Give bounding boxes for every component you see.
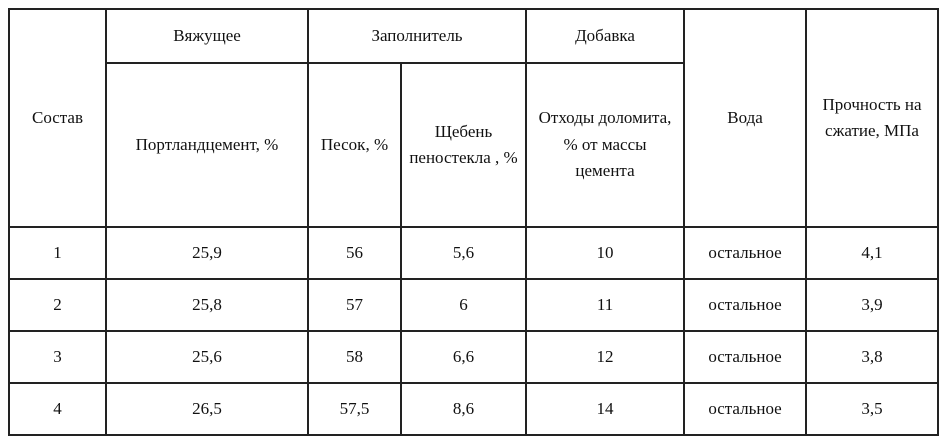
subheader-row: Портландцемент, % Песок, % Щебень пеност… [9,62,938,228]
data-cell: 3,8 [805,330,940,384]
data-cell: 6 [399,278,528,332]
data-cell: 58 [307,330,402,384]
data-cell: остальное [683,226,808,280]
header-row: Состав Вяжущее Заполнитель Добавка Вода … [8,8,940,228]
data-cell: 10 [525,226,686,280]
data-row: 4 26,5 57,5 8,6 14 остальное 3,5 [8,382,940,436]
header-cell: Добавка [525,8,686,64]
subheader-cell: Портландцемент, % [105,62,309,228]
data-row: 1 25,9 56 5,6 10 остальное 4,1 [8,226,940,280]
data-cell: 14 [525,382,686,436]
header-cell: Вода [683,8,808,228]
data-row: 3 25,6 58 6,6 12 остальное 3,8 [8,330,940,384]
data-cell: остальное [683,382,808,436]
data-cell: 8,6 [399,382,528,436]
data-cell: 25,9 [105,226,309,280]
data-cell: 56 [307,226,402,280]
subheader-cell: Песок, % [307,62,402,228]
composition-table: Состав Вяжущее Заполнитель Добавка Вода … [8,8,940,436]
data-cell: 26,5 [105,382,309,436]
header-cell: Прочность на сжатие, МПа [805,8,940,228]
data-cell: 57,5 [307,382,402,436]
data-cell: остальное [683,330,808,384]
data-cell: 6,6 [399,330,528,384]
subheader-cell: Щебень пеностекла , % [399,62,528,228]
data-row: 2 25,8 57 6 11 остальное 3,9 [8,278,940,332]
data-cell: 5,6 [399,226,528,280]
data-cell: 25,6 [105,330,309,384]
data-cell: 3,9 [805,278,940,332]
data-cell: 11 [525,278,686,332]
header-cell: Состав [8,8,107,228]
data-cell: 3,5 [805,382,940,436]
data-cell: 57 [307,278,402,332]
data-cell: 1 [8,226,107,280]
data-cell: 25,8 [105,278,309,332]
data-cell: остальное [683,278,808,332]
header-cell: Вяжущее [105,8,309,64]
data-cell: 4 [8,382,107,436]
header-cell: Заполнитель [306,8,528,64]
data-cell: 2 [8,278,107,332]
data-cell: 3 [8,330,107,384]
subheader-cell: Отходы доломита, % от массы цемента [525,62,686,228]
data-cell: 12 [525,330,686,384]
data-cell: 4,1 [805,226,940,280]
